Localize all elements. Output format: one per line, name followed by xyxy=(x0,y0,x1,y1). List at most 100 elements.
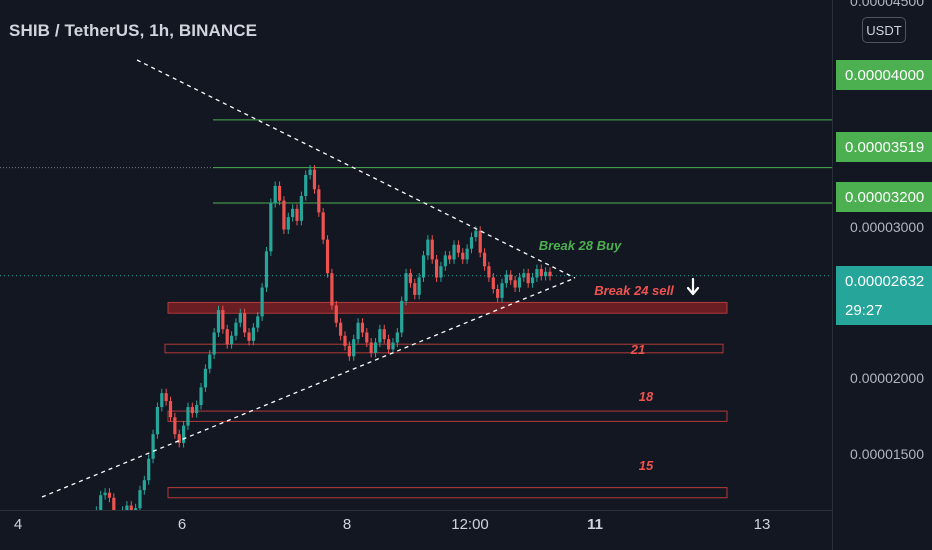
candle-body xyxy=(500,283,504,298)
candle-body xyxy=(504,274,508,284)
candle-body xyxy=(352,339,356,357)
candle-body xyxy=(408,273,413,284)
candle-body xyxy=(138,490,142,509)
candle-body xyxy=(400,300,404,333)
candle-body xyxy=(356,322,360,340)
candle-body xyxy=(273,185,277,203)
candle-body xyxy=(277,185,282,201)
currency-button[interactable]: USDT xyxy=(862,17,906,43)
candle-body xyxy=(365,332,369,343)
candle-body xyxy=(491,277,495,289)
candle-body xyxy=(308,169,312,175)
price-tick: 0.00001500 xyxy=(850,446,924,462)
candle-body xyxy=(469,237,474,249)
candle-body xyxy=(147,458,151,481)
candle-body xyxy=(238,313,242,323)
symbol-title[interactable]: SHIB / TetherUS, 1h, BINANCE xyxy=(9,21,258,40)
candle-body xyxy=(391,342,395,350)
candle-body xyxy=(343,335,347,346)
candle-body xyxy=(347,345,351,357)
time-label-1200: 12:00 xyxy=(451,516,489,533)
zone-label-21: 21 xyxy=(630,342,645,357)
candle-body xyxy=(99,495,103,511)
candle-body xyxy=(260,287,264,317)
candle-body xyxy=(417,277,421,295)
break-sell-label: Break 24 sell xyxy=(594,283,674,298)
candle-body xyxy=(413,283,417,295)
candle-body xyxy=(164,393,168,402)
candle-body xyxy=(247,332,251,341)
candle-body xyxy=(456,244,460,253)
candle-body xyxy=(474,230,478,238)
candle-body xyxy=(295,208,299,221)
candle-body xyxy=(212,332,216,355)
time-label-13: 13 xyxy=(753,516,771,533)
candle-body xyxy=(369,342,373,353)
candle-body xyxy=(221,310,225,330)
time-label-6: 6 xyxy=(177,516,187,533)
candle-body xyxy=(448,255,452,260)
candle-body xyxy=(461,252,465,260)
candle-body xyxy=(509,274,513,281)
candle-body xyxy=(286,217,290,230)
candle-body xyxy=(421,255,426,278)
candle-body xyxy=(234,322,238,336)
candle-body xyxy=(339,322,343,336)
ascending-trendline xyxy=(41,277,576,498)
candle-body xyxy=(513,280,517,288)
break-buy-label: Break 28 Buy xyxy=(539,238,622,253)
candle-body xyxy=(465,248,469,260)
candle-body xyxy=(395,332,399,343)
zone-box xyxy=(164,343,724,354)
candle-body xyxy=(325,239,330,274)
descending-trendline xyxy=(136,59,576,279)
zone-box xyxy=(167,487,728,499)
price-axis[interactable]: 0.00004500 0.00003000 0.00002000 0.00001… xyxy=(832,0,932,550)
candle-body xyxy=(539,269,543,277)
candle-body xyxy=(526,273,530,284)
candle-body xyxy=(452,244,456,260)
candle-body xyxy=(190,407,194,414)
candle-body xyxy=(304,174,308,197)
candle-body xyxy=(378,329,382,343)
candle-body xyxy=(330,273,334,306)
candle-body xyxy=(173,417,177,435)
candle-body xyxy=(373,342,378,353)
price-tick: 0.00004500 xyxy=(850,0,924,9)
candle-body xyxy=(199,387,203,406)
candle-body xyxy=(216,310,221,333)
level-tag-40000: 0.00004000 xyxy=(836,60,932,90)
level-tag-3200: 0.00003200 xyxy=(836,182,932,212)
candle-body xyxy=(243,313,247,333)
candle-body xyxy=(434,259,439,278)
candle-body xyxy=(404,273,408,301)
candle-body xyxy=(522,273,526,278)
candle-body xyxy=(291,208,295,218)
candle-body xyxy=(530,277,535,284)
candle-body xyxy=(251,327,255,341)
bar-countdown: 29:27 xyxy=(836,295,932,325)
time-label-8: 8 xyxy=(342,516,352,533)
candle-body xyxy=(430,239,434,260)
candle-body xyxy=(125,505,129,511)
down-arrow-icon xyxy=(686,277,700,296)
candle-body xyxy=(482,252,487,267)
candle-body xyxy=(160,393,164,408)
candle-body xyxy=(317,189,321,213)
level-tag-3519: 0.00003519 xyxy=(836,132,932,162)
price-chart[interactable]: Break 28 Buy Break 24 sell 21 18 15 xyxy=(0,0,832,534)
time-axis[interactable] xyxy=(0,510,832,550)
candle-body xyxy=(142,480,146,491)
candle-body xyxy=(382,329,386,340)
candle-body xyxy=(112,497,116,517)
candle-body xyxy=(487,266,491,278)
candle-body xyxy=(360,322,365,333)
chart-area[interactable]: Break 28 Buy Break 24 sell 21 18 15 SHIB / T… xyxy=(0,0,832,534)
candle-body xyxy=(264,251,269,288)
candle-body xyxy=(208,354,212,369)
candle-body xyxy=(155,407,160,435)
candle-body xyxy=(282,200,286,230)
zone-label-18: 18 xyxy=(639,389,654,404)
candle-body xyxy=(103,492,107,496)
candle-body xyxy=(299,196,303,221)
